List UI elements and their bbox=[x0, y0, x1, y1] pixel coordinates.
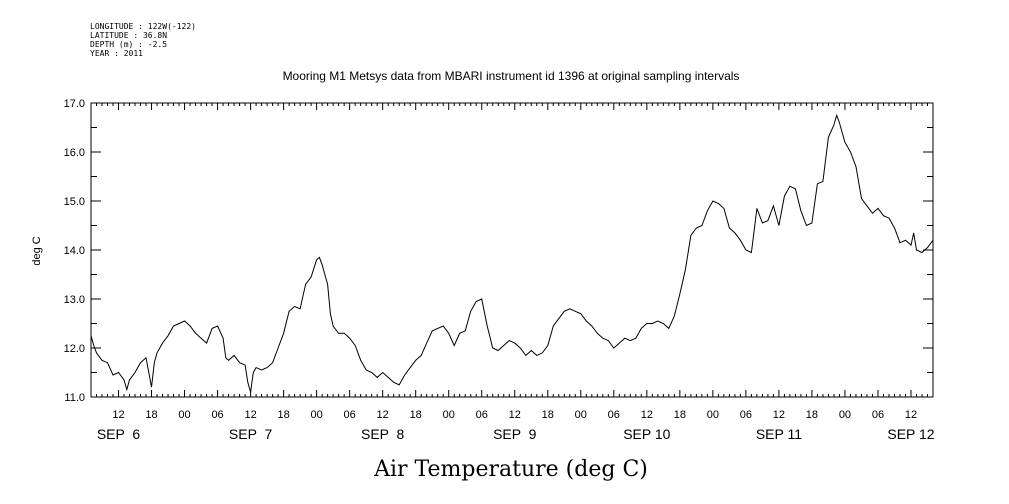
day-label: SEP 8 bbox=[361, 426, 405, 442]
day-label: SEP 12 bbox=[887, 426, 934, 442]
y-tick-label: 14.0 bbox=[64, 245, 85, 257]
y-tick-label: 15.0 bbox=[64, 196, 85, 208]
x-axis-label: Air Temperature (deg C) bbox=[373, 457, 648, 482]
longitude-text: LONGITUDE : 122W(-122) bbox=[90, 22, 196, 31]
day-label: SEP 6 bbox=[97, 426, 141, 442]
x-tick-label: 00 bbox=[443, 409, 455, 421]
y-tick-label: 13.0 bbox=[64, 294, 85, 306]
x-tick-label: 18 bbox=[410, 409, 422, 421]
x-tick-label: 00 bbox=[575, 409, 587, 421]
x-tick-label: 12 bbox=[773, 409, 785, 421]
y-tick-labels: 11.0 12.0 13.0 14.0 15.0 16.0 17.0 bbox=[64, 98, 85, 404]
y-tick-label: 17.0 bbox=[64, 98, 85, 110]
y-tick-label: 16.0 bbox=[64, 147, 85, 159]
x-tick-label: 12 bbox=[905, 409, 917, 421]
series-line bbox=[90, 113, 934, 393]
x-tick-label: 06 bbox=[608, 409, 620, 421]
x-tick-label: 18 bbox=[277, 409, 289, 421]
day-label: SEP 9 bbox=[493, 426, 537, 442]
x-tick-label: 18 bbox=[806, 409, 818, 421]
x-tick-label: 18 bbox=[674, 409, 686, 421]
x-tick-label: 12 bbox=[377, 409, 389, 421]
y-tick-label: 12.0 bbox=[64, 343, 85, 355]
x-tick-label: 12 bbox=[509, 409, 521, 421]
x-tick-label: 00 bbox=[311, 409, 323, 421]
axis-ticks bbox=[90, 102, 934, 398]
x-tick-label: 18 bbox=[145, 409, 157, 421]
x-tick-label: 00 bbox=[178, 409, 190, 421]
mooring-metadata: LONGITUDE : 122W(-122) LATITUDE : 36.8N … bbox=[90, 22, 196, 58]
x-tick-label: 06 bbox=[211, 409, 223, 421]
day-label: SEP 7 bbox=[229, 426, 273, 442]
day-label: SEP 11 bbox=[756, 426, 802, 442]
x-tick-label: 06 bbox=[344, 409, 356, 421]
x-tick-label: 06 bbox=[872, 409, 884, 421]
depth-text: DEPTH (m) : -2.5 bbox=[90, 40, 168, 49]
x-tick-label: 06 bbox=[740, 409, 752, 421]
latitude-text: LATITUDE : 36.8N bbox=[90, 31, 168, 40]
chart-title: Mooring M1 Metsys data from MBARI instru… bbox=[283, 69, 740, 83]
x-tick-label: 00 bbox=[707, 409, 719, 421]
year-text: YEAR : 2011 bbox=[90, 49, 143, 58]
x-tick-label: 12 bbox=[641, 409, 653, 421]
y-tick-label: 11.0 bbox=[64, 392, 85, 404]
day-label: SEP 10 bbox=[623, 426, 670, 442]
x-tick-label: 00 bbox=[839, 409, 851, 421]
x-tick-label: 12 bbox=[112, 409, 124, 421]
x-tick-label: 06 bbox=[476, 409, 488, 421]
y-axis-label: deg C bbox=[31, 236, 43, 265]
x-tick-label: 12 bbox=[244, 409, 256, 421]
x-tick-label: 18 bbox=[542, 409, 554, 421]
plot-frame bbox=[90, 102, 934, 398]
x-tick-labels: 12 18 00 06 12 18 00 06 12 18 00 06 12 18 00 06 12 18 00 06… bbox=[112, 409, 917, 421]
day-labels: SEP 6 SEP 7 SEP 8 SEP 9 SEP 10 SEP 11 SEP 12 bbox=[97, 426, 935, 442]
